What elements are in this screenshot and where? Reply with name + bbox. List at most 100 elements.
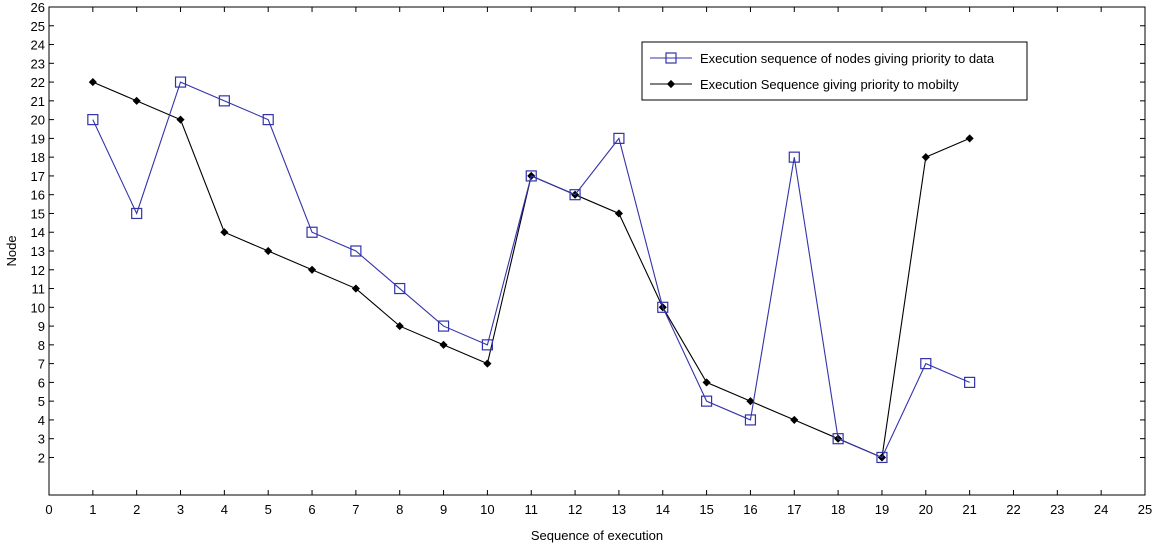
y-tick-label: 16 [31, 188, 45, 203]
x-tick-label: 3 [177, 502, 184, 517]
data-point [832, 433, 844, 445]
x-tick: 12 [568, 7, 582, 517]
y-tick-label: 7 [38, 357, 45, 372]
x-tick-label: 15 [699, 502, 713, 517]
y-tick: 3 [38, 432, 1145, 447]
x-tick: 6 [308, 7, 316, 517]
x-tick-label: 17 [787, 502, 801, 517]
data-point [876, 451, 888, 464]
data-point [921, 153, 930, 162]
x-tick: 25 [1138, 7, 1152, 517]
legend-box [641, 41, 1028, 101]
data-point [262, 114, 274, 126]
x-tick-label: 25 [1138, 502, 1152, 517]
y-tick-label: 9 [38, 319, 45, 334]
data-point [614, 209, 623, 218]
data-point [395, 322, 404, 331]
legend-label: Execution Sequence giving priority to mo… [700, 77, 959, 92]
y-tick-label: 25 [31, 19, 45, 34]
y-tick: 22 [31, 75, 1145, 90]
x-tick: 22 [1006, 7, 1021, 517]
x-tick-label: 20 [919, 502, 933, 517]
x-tick: 15 [699, 7, 714, 517]
y-tick-label: 10 [31, 300, 45, 315]
x-tick-label: 22 [1006, 502, 1020, 517]
data-point [790, 415, 799, 424]
legend-marker [666, 79, 676, 89]
y-tick-label: 26 [31, 0, 45, 15]
y-tick-label: 22 [31, 75, 45, 90]
y-axis-label: Node [4, 235, 19, 266]
x-tick: 14 [656, 7, 670, 517]
legend-entry: Execution sequence of nodes giving prior… [650, 51, 995, 66]
y-tick: 13 [31, 244, 1145, 259]
x-tick: 0 [45, 7, 53, 517]
y-tick: 21 [31, 94, 1145, 109]
y-tick: 2 [38, 450, 1145, 465]
y-tick: 18 [31, 150, 1145, 165]
x-tick: 17 [787, 7, 802, 517]
x-tick: 21 [962, 7, 977, 517]
y-tick-label: 8 [38, 338, 45, 353]
legend-label: Execution sequence of nodes giving prior… [700, 51, 995, 66]
legend: Execution sequence of nodes giving prior… [641, 41, 1028, 101]
data-point [132, 96, 141, 105]
x-tick-label: 18 [831, 502, 845, 517]
data-point [657, 301, 669, 313]
data-point [394, 282, 406, 295]
y-tick: 16 [31, 188, 1145, 203]
x-tick-label: 6 [308, 502, 315, 517]
y-tick: 9 [38, 319, 1145, 334]
x-tick-label: 19 [875, 502, 889, 517]
y-tick: 24 [31, 38, 1145, 53]
data-point [176, 115, 185, 124]
data-point [788, 151, 800, 163]
data-point [220, 228, 229, 237]
x-tick: 3 [177, 7, 184, 517]
y-tick: 25 [31, 19, 1145, 34]
data-point [307, 265, 317, 274]
x-tick: 16 [743, 7, 758, 517]
series-2 [88, 78, 974, 462]
x-tick: 7 [352, 7, 359, 517]
y-tick-label: 2 [38, 450, 45, 465]
data-point [174, 76, 187, 88]
x-tick-label: 2 [133, 502, 140, 517]
x-tick-label: 7 [352, 502, 359, 517]
y-tick-label: 21 [31, 94, 45, 109]
data-point [702, 378, 711, 387]
x-tick-label: 0 [45, 502, 52, 517]
y-tick: 7 [38, 357, 1145, 372]
y-tick: 11 [32, 282, 1145, 297]
data-point [306, 226, 318, 238]
data-point [264, 246, 273, 256]
x-tick-label: 14 [656, 502, 670, 517]
x-tick-label: 5 [265, 502, 272, 517]
data-point [920, 358, 932, 370]
y-tick: 10 [31, 300, 1145, 315]
y-tick-label: 24 [31, 38, 45, 53]
x-tick: 24 [1094, 7, 1108, 517]
y-tick: 19 [31, 131, 1145, 146]
y-tick-label: 3 [38, 432, 45, 447]
y-tick-label: 15 [31, 206, 45, 221]
y-tick-label: 5 [38, 394, 45, 409]
y-tick: 4 [38, 413, 1145, 428]
x-tick-label: 1 [89, 502, 96, 517]
x-tick-label: 16 [743, 502, 757, 517]
y-tick-label: 20 [31, 113, 45, 128]
y-tick: 17 [31, 169, 1145, 184]
x-tick: 13 [612, 7, 626, 517]
x-tick-label: 24 [1094, 502, 1108, 517]
series-layer [87, 76, 976, 464]
y-tick: 5 [38, 394, 1145, 409]
x-tick: 9 [440, 7, 447, 517]
x-tick: 2 [133, 7, 140, 517]
data-point [218, 95, 230, 107]
data-point [439, 340, 448, 349]
series-1 [87, 76, 976, 464]
x-tick-label: 21 [962, 502, 976, 517]
data-point [746, 397, 755, 406]
y-tick-label: 12 [31, 263, 45, 278]
